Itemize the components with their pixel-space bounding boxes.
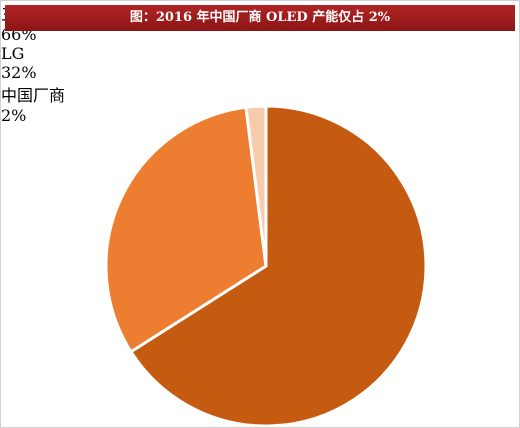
pie-slice <box>128 104 428 427</box>
data-label: LG 32% <box>1 44 59 82</box>
pie-slice <box>104 105 268 354</box>
label-category: 中国厂商 <box>1 86 66 105</box>
label-value: 2% <box>1 106 27 125</box>
chart-title: 图：2016 年中国厂商 OLED 产能仅占 2% <box>5 5 515 31</box>
pie-slice <box>244 104 268 267</box>
label-category: LG <box>1 44 25 63</box>
data-label: 中国厂商 2% <box>1 82 89 125</box>
label-value: 32% <box>1 63 37 82</box>
